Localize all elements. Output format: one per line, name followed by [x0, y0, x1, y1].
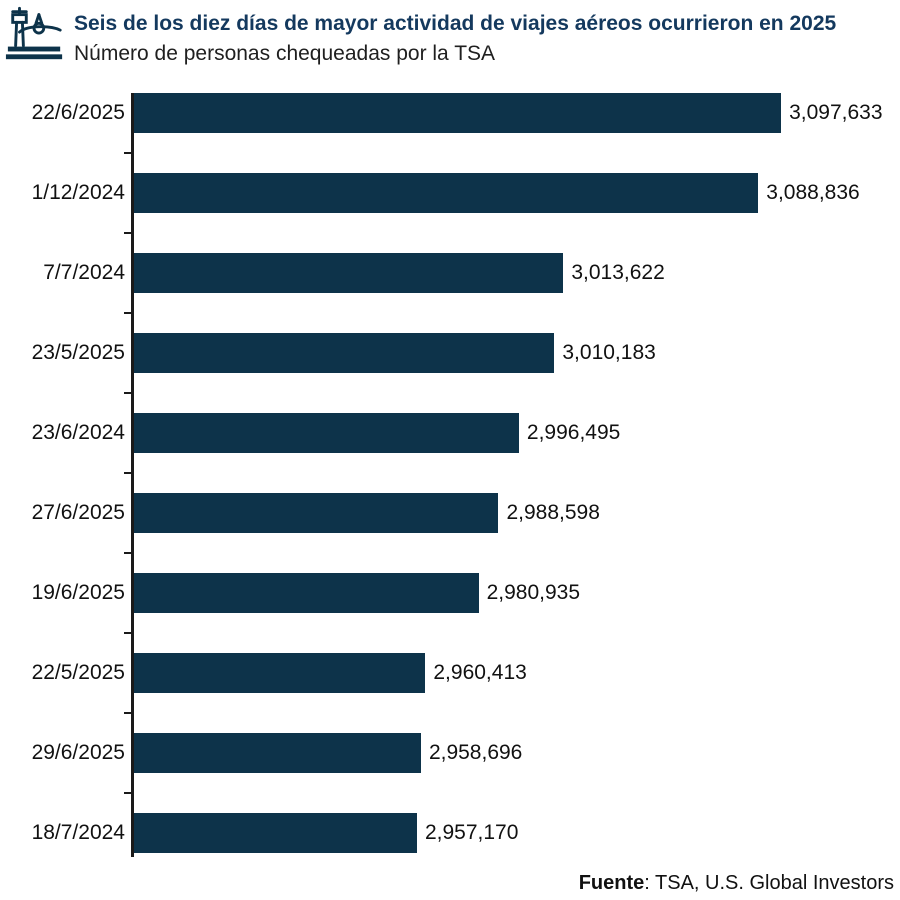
bar-track: 3,088,836 — [124, 173, 900, 253]
bar-track: 2,980,935 — [124, 573, 900, 653]
bar-value-label: 3,097,633 — [789, 101, 883, 124]
chart-row: 1/12/2024 3,088,836 — [0, 173, 900, 253]
chart-row: 23/5/2025 3,010,183 — [0, 333, 900, 413]
bar-track: 2,957,170 — [131, 813, 900, 857]
bar-value-label: 2,980,935 — [486, 581, 581, 604]
bar-category-label: 7/7/2024 — [43, 261, 125, 284]
chart-row: 27/6/2025 2,988,598 — [0, 493, 900, 573]
source-label: Fuente — [578, 872, 645, 894]
chart-row: 7/7/2024 3,013,622 — [0, 253, 900, 333]
chart-row: 23/6/2024 2,996,495 — [0, 413, 900, 493]
bar-track: 3,097,633 — [124, 93, 900, 173]
axis-tick-mark — [124, 632, 132, 634]
bar — [134, 733, 421, 773]
axis-tick-mark — [124, 712, 132, 714]
chart-row: 18/7/2024 2,957,170 — [0, 813, 900, 857]
chart-header: Seis de los diez días de mayor actividad… — [0, 0, 900, 66]
airport-tower-plane-icon — [5, 6, 63, 60]
bar-track: 3,013,622 — [124, 253, 900, 333]
bar-category-label: 23/6/2024 — [31, 421, 125, 444]
bar — [134, 413, 519, 453]
chart-row: 22/6/2025 3,097,633 — [0, 93, 900, 173]
source-text: : TSA, U.S. Global Investors — [644, 872, 894, 894]
axis-tick-mark — [124, 792, 132, 794]
chart-subtitle: Número de personas chequeadas por la TSA — [74, 42, 496, 66]
bar-category-label: 23/5/2025 — [31, 341, 125, 364]
bar — [134, 653, 426, 693]
axis-tick-mark — [124, 472, 132, 474]
bar-value-label: 3,010,183 — [562, 341, 656, 364]
bar-value-label: 3,013,622 — [571, 261, 665, 284]
bar-track: 2,996,495 — [124, 413, 900, 493]
axis-tick-mark — [124, 152, 132, 154]
source-note: Fuente: TSA, U.S. Global Investors — [579, 872, 894, 895]
chart-row: 29/6/2025 2,958,696 — [0, 733, 900, 813]
axis-tick-mark — [124, 392, 132, 394]
bar-category-label: 1/12/2024 — [31, 181, 125, 204]
bar-value-label: 2,960,413 — [433, 661, 527, 684]
axis-tick-mark — [124, 312, 132, 314]
bar — [134, 93, 782, 133]
chart-row: 19/6/2025 2,980,935 — [0, 573, 900, 653]
bar-value-label: 2,957,170 — [424, 821, 519, 844]
bar-value-label: 3,088,836 — [766, 181, 860, 204]
bar-track: 3,010,183 — [124, 333, 900, 413]
axis-tick-mark — [124, 552, 132, 554]
bar-value-label: 2,988,598 — [506, 501, 600, 524]
bar — [134, 333, 555, 373]
bar-category-label: 18/7/2024 — [31, 821, 125, 844]
bar-track: 2,958,696 — [124, 733, 900, 813]
bar-category-label: 27/6/2025 — [31, 501, 125, 524]
bar — [134, 573, 479, 613]
title-block: Seis de los diez días de mayor actividad… — [74, 12, 894, 66]
bar-category-label: 22/5/2025 — [31, 661, 125, 684]
bar-category-label: 29/6/2025 — [31, 741, 125, 764]
bar-category-label: 19/6/2025 — [31, 581, 125, 604]
bar-track: 2,960,413 — [124, 653, 900, 733]
bar-value-label: 2,958,696 — [428, 741, 523, 764]
bar — [134, 253, 564, 293]
bar-value-label: 2,996,495 — [526, 421, 621, 444]
bar — [134, 493, 499, 533]
bar-track: 2,988,598 — [124, 493, 900, 573]
chart-row: 22/5/2025 2,960,413 — [0, 653, 900, 733]
bar — [134, 173, 759, 213]
axis-tick-mark — [124, 232, 132, 234]
chart-rows: 22/6/2025 3,097,633 1/12/2024 3,088,836 7/7/… — [0, 93, 900, 857]
bar — [134, 813, 417, 853]
bar-category-label: 22/6/2025 — [31, 101, 125, 124]
chart-title: Seis de los diez días de mayor actividad… — [74, 12, 837, 35]
